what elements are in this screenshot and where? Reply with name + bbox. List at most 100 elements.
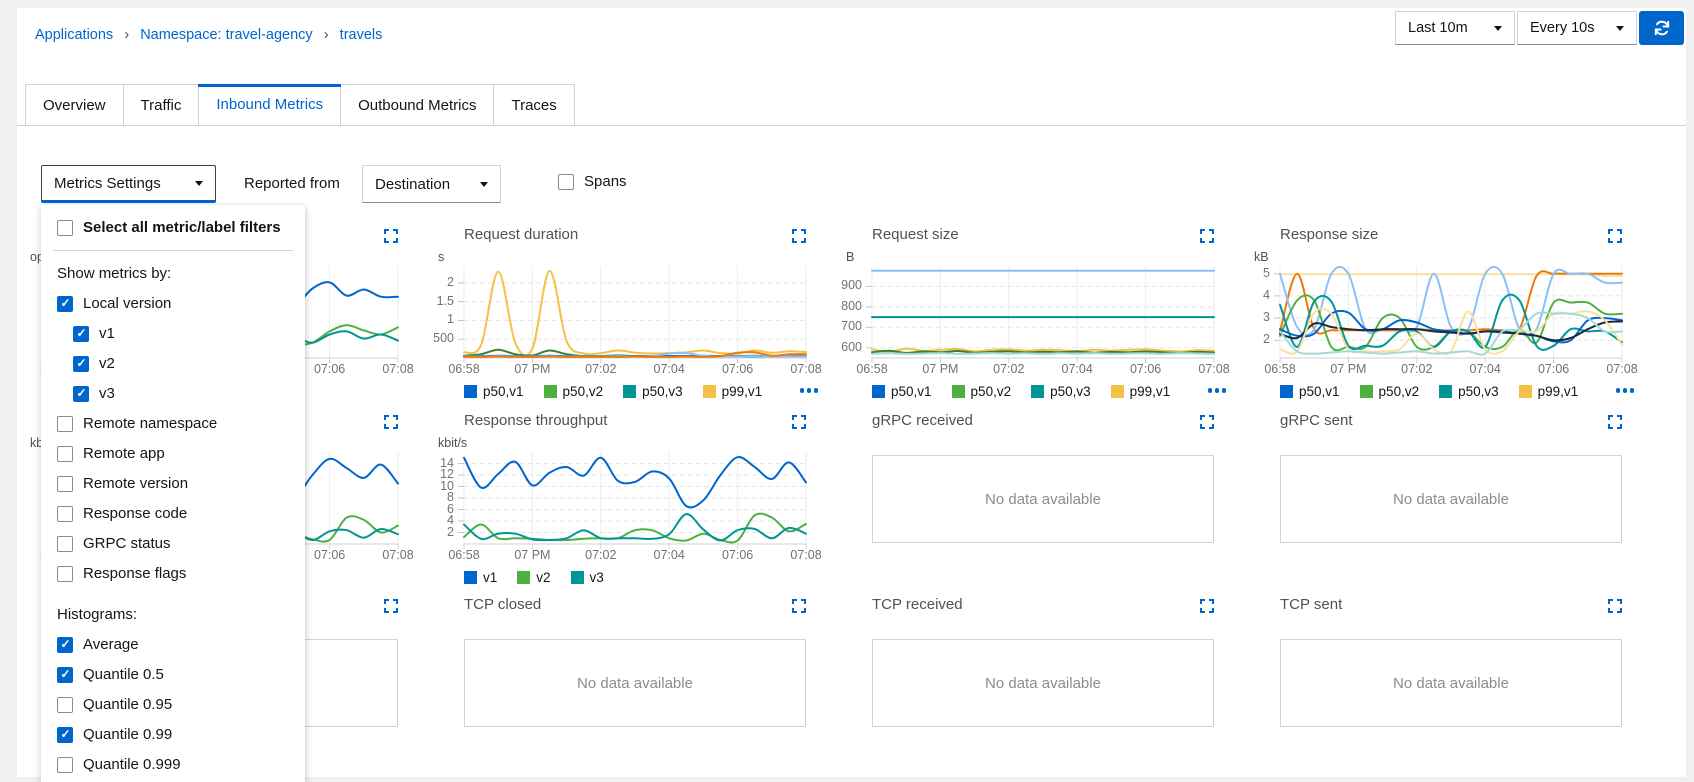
menu-divider [53, 250, 293, 251]
menu-checkbox-quantile-0-5[interactable] [57, 666, 73, 683]
menu-checkbox-response-flags[interactable] [57, 565, 73, 582]
expand-icon[interactable] [792, 415, 806, 429]
breadcrumb-link[interactable]: Namespace: travel-agency [140, 26, 313, 43]
menu-checkbox-quantile-0-99[interactable] [57, 726, 73, 743]
tab-overview[interactable]: Overview [25, 84, 124, 126]
legend-item-p99-v1[interactable]: p99,v1 [702, 384, 762, 399]
spans-checkbox[interactable] [558, 173, 574, 190]
expand-icon[interactable] [1608, 415, 1622, 429]
chart-title: gRPC sent [1280, 412, 1353, 429]
menu-item: v1 [57, 325, 289, 342]
legend-swatch [702, 385, 716, 398]
chart-title: Response throughput [464, 412, 608, 429]
x-axis-tick: 07:06 [721, 548, 754, 562]
breadcrumb-link[interactable]: Applications [35, 26, 114, 43]
menu-section-header: Show metrics by: [57, 265, 172, 282]
legend-swatch [872, 385, 885, 398]
expand-icon[interactable] [792, 599, 806, 613]
legend-item-p50-v3[interactable]: p50,v3 [1439, 384, 1499, 399]
menu-checkbox-v3[interactable] [73, 385, 89, 402]
x-axis-tick: 07 PM [514, 362, 551, 376]
legend-overflow-kebab-icon[interactable] [1207, 388, 1226, 393]
expand-icon[interactable] [384, 229, 398, 243]
x-axis-tick: 07:06 [1129, 362, 1162, 376]
tab-outbound-metrics[interactable]: Outbound Metrics [341, 84, 495, 126]
tab-traces[interactable]: Traces [494, 84, 575, 126]
refresh-button[interactable] [1639, 11, 1684, 45]
y-axis-tick: 10 [440, 478, 454, 493]
tab-traffic[interactable]: Traffic [123, 84, 200, 126]
duration-select[interactable]: Last 10m [1395, 11, 1515, 45]
legend-item-p50-v3[interactable]: p50,v3 [623, 384, 683, 399]
chart-plot-request-size [866, 266, 1215, 363]
menu-checkbox-response-code[interactable] [57, 505, 73, 522]
legend-item-v2[interactable]: v2 [517, 570, 551, 585]
chart-card-response-throughput: Response throughput kbit/s 2 4 6 8 10 12 14 06:58… [428, 412, 828, 598]
x-axis-tick: 07:08 [382, 362, 414, 376]
expand-icon[interactable] [1608, 599, 1622, 613]
expand-icon[interactable] [1200, 415, 1214, 429]
menu-checkbox-v2[interactable] [73, 355, 89, 372]
menu-item: Remote version [57, 475, 289, 492]
legend-item-p99-v1[interactable]: p99,v1 [1518, 384, 1579, 399]
chart-unit-label: kbit/s [438, 436, 468, 450]
chart-unit-label: kB [1254, 250, 1269, 264]
legend-item-p50-v2[interactable]: p50,v2 [1359, 384, 1419, 399]
legend-item-p99-v1[interactable]: p99,v1 [1110, 384, 1170, 399]
menu-item: Quantile 0.99 [57, 726, 289, 743]
breadcrumb-link[interactable]: travels [339, 26, 383, 43]
legend-item-v1[interactable]: v1 [464, 570, 497, 585]
menu-checkbox-select-all-metric-label-filters[interactable] [57, 219, 73, 236]
legend-item-p50-v3[interactable]: p50,v3 [1031, 384, 1091, 399]
legend-item-p50-v1[interactable]: p50,v1 [872, 384, 932, 399]
metrics-settings-dropdown[interactable]: Metrics Settings [41, 165, 216, 203]
y-axis-tick: 14 [440, 455, 454, 470]
tabs-underline [17, 125, 1686, 126]
x-axis-tick: 06:58 [448, 548, 480, 562]
expand-icon[interactable] [1200, 599, 1214, 613]
legend-swatch [570, 571, 584, 584]
menu-checkbox-grpc-status[interactable] [57, 535, 73, 552]
expand-icon[interactable] [1608, 229, 1622, 243]
legend-label: p50,v2 [562, 384, 604, 399]
refresh-interval-select[interactable]: Every 10s [1517, 11, 1637, 45]
tab-inbound-metrics[interactable]: Inbound Metrics [198, 84, 342, 126]
menu-checkbox-v1[interactable] [73, 325, 89, 342]
chart-title: Response size [1280, 226, 1379, 243]
menu-checkbox-quantile-0-95[interactable] [57, 696, 73, 713]
expand-icon[interactable] [384, 599, 398, 613]
reported-from-select[interactable]: Destination [362, 165, 501, 203]
menu-item: GRPC status [57, 535, 289, 552]
menu-checkbox-quantile-0-999[interactable] [57, 756, 73, 773]
chart-legend: p50,v1 p50,v2 p50,v3 p99,v1 [872, 384, 1190, 399]
menu-checkbox-remote-namespace[interactable] [57, 415, 73, 432]
chart-title: TCP closed [464, 596, 542, 613]
x-axis-tick: 06:58 [1264, 362, 1296, 376]
legend-overflow-kebab-icon[interactable] [1615, 388, 1634, 393]
legend-item-v3[interactable]: v3 [570, 570, 604, 585]
y-axis-tick: 1 [447, 312, 454, 327]
legend-item-p50-v2[interactable]: p50,v2 [951, 384, 1011, 399]
menu-checkbox-average[interactable] [57, 636, 73, 653]
menu-checkbox-remote-version[interactable] [57, 475, 73, 492]
menu-checkbox-remote-app[interactable] [57, 445, 73, 462]
y-axis-tick: 500 [433, 331, 454, 346]
legend-label: p99,v1 [1537, 384, 1579, 399]
legend-label: p50,v3 [642, 384, 683, 399]
chart-unit-label: B [846, 250, 855, 264]
menu-item-label: v2 [99, 355, 115, 372]
menu-item: Quantile 0.5 [57, 666, 289, 683]
x-axis-tick: 07:04 [653, 362, 685, 376]
x-axis-tick: 07:06 [313, 362, 346, 376]
expand-icon[interactable] [384, 415, 398, 429]
expand-icon[interactable] [1200, 229, 1214, 243]
legend-overflow-kebab-icon[interactable] [799, 388, 818, 393]
expand-icon[interactable] [792, 229, 806, 243]
legend-item-p50-v1[interactable]: p50,v1 [464, 384, 524, 399]
legend-item-p50-v1[interactable]: p50,v1 [1280, 384, 1340, 399]
chart-legend: p50,v1 p50,v2 p50,v3 p99,v1 [1280, 384, 1598, 399]
chevron-down-icon [480, 181, 488, 187]
y-axis-tick: 800 [841, 298, 862, 313]
legend-item-p50-v2[interactable]: p50,v2 [543, 384, 604, 399]
menu-checkbox-local-version[interactable] [57, 295, 73, 312]
